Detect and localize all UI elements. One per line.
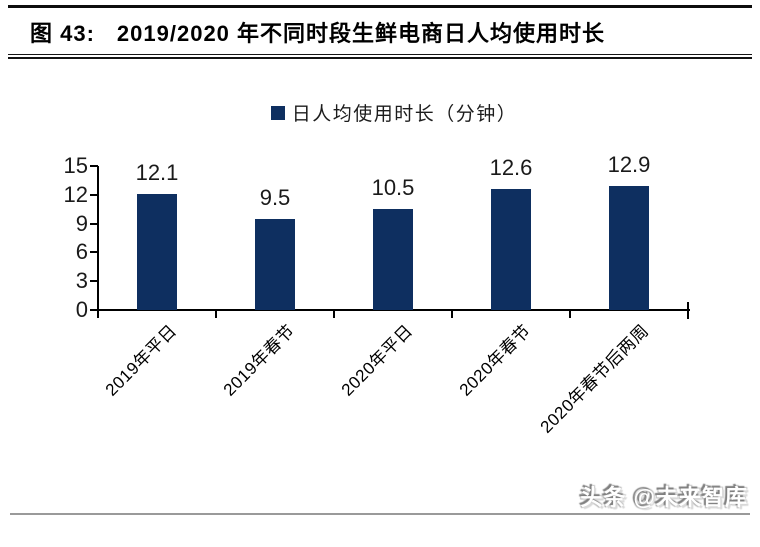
bar [137,193,177,310]
y-axis-line [97,166,99,314]
x-axis-tick [333,310,335,318]
y-axis-tick-label: 6 [75,239,88,265]
x-axis-end-tick [687,302,689,319]
bar-value-label: 10.5 [371,175,415,201]
y-axis-tick-label: 0 [75,297,88,322]
title-top-rule [8,5,752,8]
x-axis-tick [215,310,217,318]
figure-title: 2019/2020 年不同时段生鲜电商日人均使用时长 [116,21,606,46]
y-axis-tick-label: 9 [75,210,88,236]
bar-value-label: 12.6 [489,155,533,181]
y-axis-tick [90,222,98,225]
bar-value-label: 12.9 [607,152,651,178]
title-bottom-rule [8,54,752,59]
y-axis-tick-label: 3 [75,268,88,294]
x-axis-tick [97,310,99,318]
x-axis-tick [451,310,453,318]
bar [373,209,413,310]
bottom-rule [10,513,750,515]
x-axis-tick [569,310,571,318]
y-axis-tick [90,251,98,254]
x-axis-line [97,309,690,311]
y-axis-tick-label: 15 [63,153,88,178]
figure-title-row: 图 43: 2019/2020 年不同时段生鲜电商日人均使用时长 [30,16,605,48]
legend-label: 日人均使用时长（分钟） [291,104,518,125]
figure-page: 图 43: 2019/2020 年不同时段生鲜电商日人均使用时长 日人均使用时长（… [8,5,752,515]
bar-value-label: 9.5 [259,184,291,210]
bar-chart: 日人均使用时长（分钟） 0 3 6 9 12 15 12.1 2019年平日 9.5 2019年春… [63,99,690,437]
y-axis-tick [90,193,98,196]
chart-legend: 日人均使用时长（分钟） [98,99,690,126]
watermark: 头条 @未来智库 [580,485,748,510]
y-axis-tick-label: 12 [63,181,88,207]
bar-value-label: 12.1 [135,159,179,185]
legend-swatch-icon [270,105,285,120]
bar [255,218,295,310]
bar [491,189,531,310]
figure-label: 图 43: [30,21,95,46]
y-axis-tick [90,165,98,167]
y-axis-tick [90,280,98,283]
y-axis-tick [90,309,98,311]
bar [609,186,649,310]
